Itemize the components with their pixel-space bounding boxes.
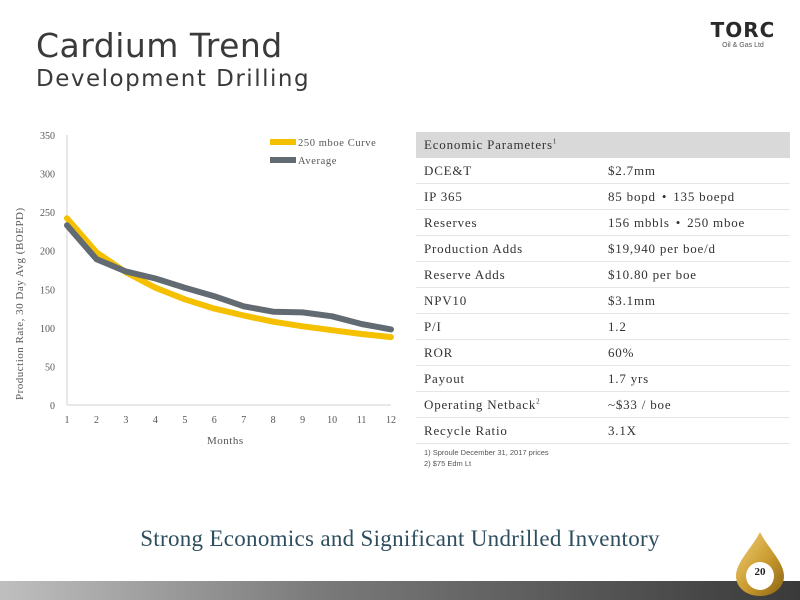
y-tick-label: 150 [40,285,55,296]
footnote-marker: 2 [536,397,541,406]
param-value-b: 135 boepd [673,188,735,204]
table-row: Production Adds $19,940 per boe/d [416,235,790,262]
logo-subtitle: Oil & Gas Ltd [722,42,764,49]
param-name: DCE&T [416,158,600,184]
footnote-1: 1) Sproule December 31, 2017 prices [424,448,549,457]
page-number: 20 [754,566,766,578]
y-tick-label: 300 [40,170,55,181]
param-value: 85 bopd • 135 boepd [600,183,790,210]
torc-logo: TORC Oil & Gas Ltd [698,18,788,52]
oil-drop-icon [736,532,784,596]
table-row: Reserve Adds $10.80 per boe [416,261,790,288]
y-tick-label: 200 [40,247,55,258]
y-tick-label: 50 [45,362,55,373]
param-value-a: 85 bopd [608,188,656,204]
param-value: ~$33 / boe [600,391,790,418]
param-value: 1.7 yrs [600,365,790,392]
param-value: $3.1mm [600,287,790,314]
x-tick-label: 5 [182,415,187,426]
table-header-empty [600,132,790,158]
table-header-row: Economic Parameters1 [416,132,790,158]
x-tick-label: 8 [271,415,276,426]
y-tick-label: 350 [40,131,55,142]
logo-wordmark: TORC [710,18,776,42]
x-tick-label: 11 [357,415,367,426]
x-tick-label: 9 [300,415,305,426]
x-tick-label: 12 [386,415,396,426]
y-tick-label: 100 [40,324,55,335]
x-tick-label: 7 [241,415,246,426]
param-name: NPV10 [416,287,600,314]
economic-parameters-table: Economic Parameters1 DCE&T $2.7mm IP 365… [416,132,790,444]
series-line-average [64,222,394,333]
legend-label: Average [298,156,337,167]
param-name-text: Operating Netback [424,396,537,412]
legend-label: 250 mboe Curve [298,138,376,149]
table-row: Recycle Ratio 3.1X [416,417,790,444]
x-tick-label: 6 [212,415,217,426]
param-value: $2.7mm [600,158,790,184]
table-row: IP 365 85 bopd • 135 boepd [416,183,790,210]
param-name: Payout [416,365,600,392]
x-tick-label: 3 [123,415,128,426]
param-value: $10.80 per boe [600,261,790,288]
x-tick-label: 2 [94,415,99,426]
page-subtitle: Development Drilling [36,66,311,92]
tagline: Strong Economics and Significant Undrill… [140,526,660,551]
param-value: 156 mbbls • 250 mboe [600,209,790,236]
param-value-b: 250 mboe [687,214,746,230]
table-header-label: Economic Parameters [424,137,553,152]
table-row: P/I 1.2 [416,313,790,340]
param-value: 1.2 [600,313,790,340]
param-value-a: 156 mbbls [608,214,670,230]
param-name: Operating Netback2 [416,391,600,418]
x-tick-label: 1 [65,415,70,426]
param-value: 60% [600,339,790,366]
param-name: IP 365 [416,183,600,210]
param-name: ROR [416,339,600,366]
table-row: DCE&T $2.7mm [416,158,790,184]
footnotes: 1) Sproule December 31, 2017 prices 2) $… [424,447,549,469]
x-tick-label: 4 [153,415,158,426]
table-header-cell: Economic Parameters1 [416,132,600,158]
bullet-separator: • [675,214,682,230]
table-row: Reserves 156 mbbls • 250 mboe [416,209,790,236]
param-name: Production Adds [416,235,600,262]
page-title: Cardium Trend [36,26,283,65]
param-name: Reserves [416,209,600,236]
table-row: ROR 60% [416,339,790,366]
y-axis-label: Production Rate, 30 Day Avg (BOEPD) [14,207,26,400]
param-name: P/I [416,313,600,340]
x-axis-label: Months [207,435,244,447]
table-row: Operating Netback2 ~$33 / boe [416,391,790,418]
y-tick-label: 0 [50,401,55,412]
x-tick-label: 10 [327,415,337,426]
y-tick-label: 250 [40,208,55,219]
table-row: Payout 1.7 yrs [416,365,790,392]
table-row: NPV10 $3.1mm [416,287,790,314]
param-name: Reserve Adds [416,261,600,288]
footer-bar [0,581,800,600]
footnote-2: 2) $75 Edm Lt [424,459,472,468]
footnote-marker: 1 [552,137,558,146]
bullet-separator: • [661,188,668,204]
param-value: $19,940 per boe/d [600,235,790,262]
param-value: 3.1X [600,417,790,444]
param-name: Recycle Ratio [416,417,600,444]
